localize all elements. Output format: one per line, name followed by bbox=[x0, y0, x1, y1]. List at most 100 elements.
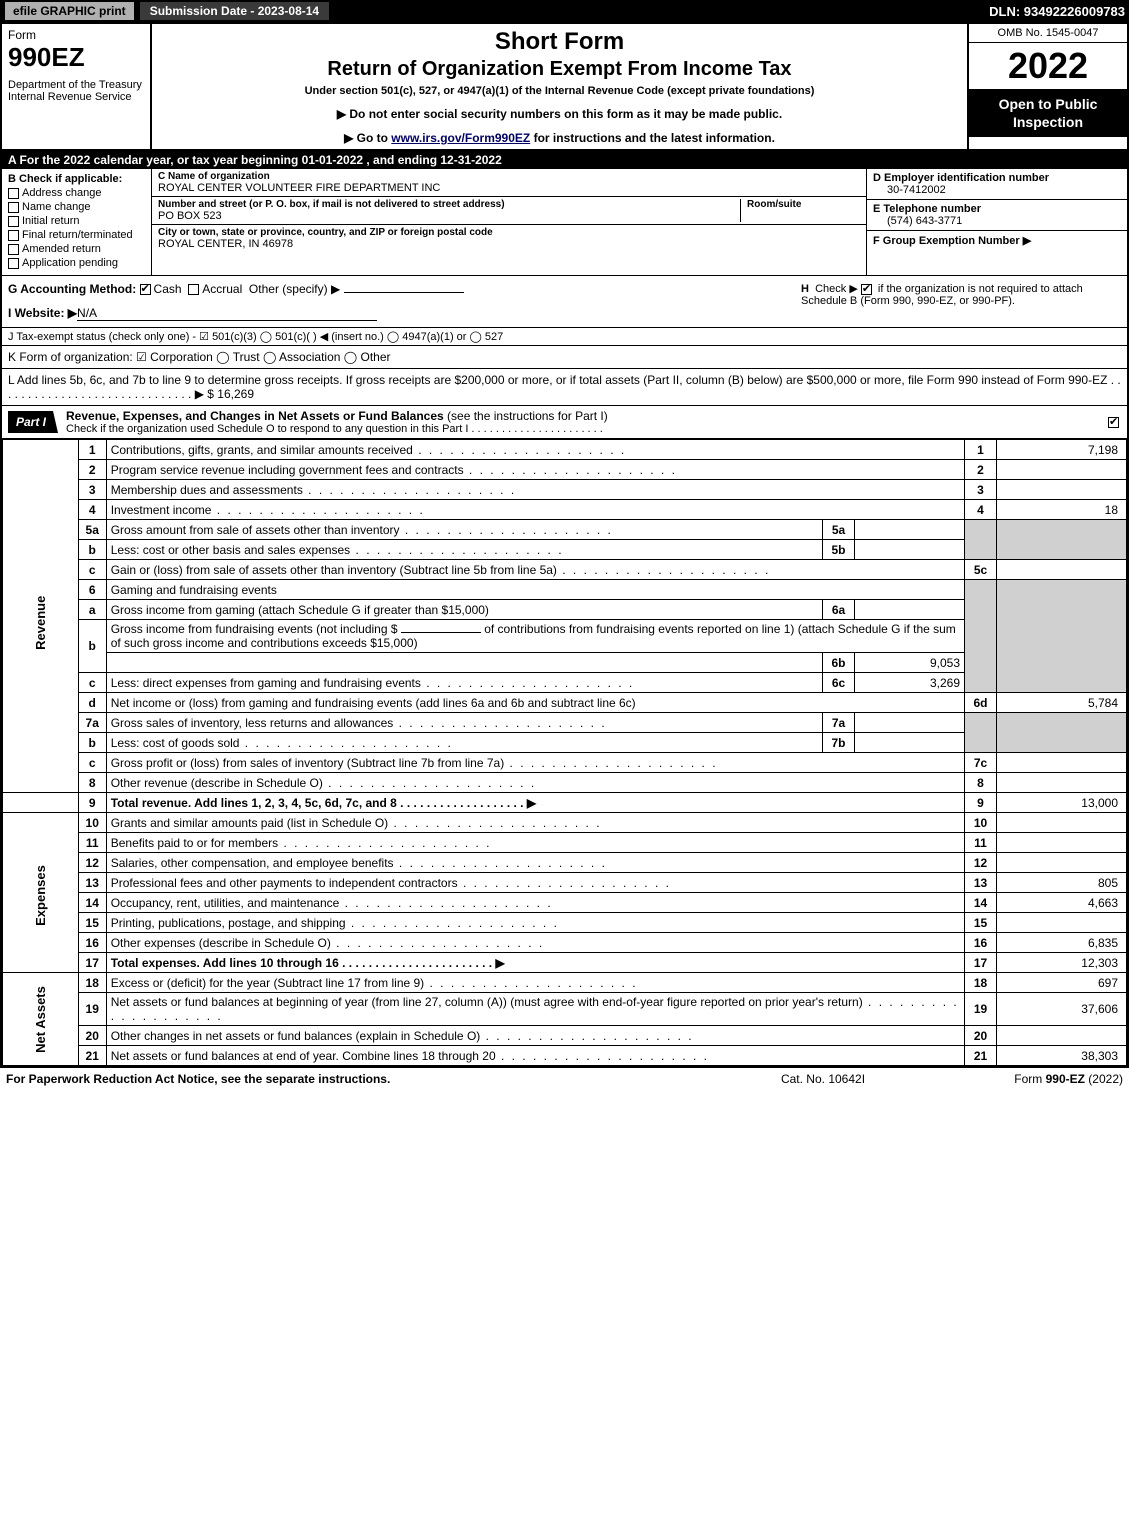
chk-cash[interactable] bbox=[140, 284, 151, 295]
ein-row: D Employer identification number 30-7412… bbox=[867, 169, 1127, 200]
group-exemption-label: F Group Exemption Number ▶ bbox=[873, 235, 1031, 247]
part-i-schedule-o-check[interactable] bbox=[1103, 415, 1127, 429]
line-17: 17Total expenses. Add lines 10 through 1… bbox=[3, 953, 1127, 973]
part-i-tab: Part I bbox=[8, 411, 58, 433]
org-name-label: C Name of organization bbox=[158, 171, 860, 182]
part-i-header: Part I Revenue, Expenses, and Changes in… bbox=[2, 406, 1127, 439]
short-form-title: Short Form bbox=[160, 28, 959, 56]
column-def: D Employer identification number 30-7412… bbox=[867, 169, 1127, 275]
expenses-sidecat: Expenses bbox=[3, 813, 79, 973]
chk-application-pending[interactable]: Application pending bbox=[8, 257, 145, 269]
footer-mid: Cat. No. 10642I bbox=[723, 1072, 923, 1086]
line-6b-part1: bGross income from fundraising events (n… bbox=[3, 620, 1127, 653]
line-4: 4Investment income418 bbox=[3, 500, 1127, 520]
city-row: City or town, state or province, country… bbox=[152, 225, 866, 252]
irs-link[interactable]: www.irs.gov/Form990EZ bbox=[391, 131, 530, 145]
row-j: J Tax-exempt status (check only one) - ☑… bbox=[2, 328, 1127, 346]
efile-print-button[interactable]: efile GRAPHIC print bbox=[4, 1, 135, 21]
open-to-public: Open to Public Inspection bbox=[969, 89, 1127, 137]
ein-label: D Employer identification number bbox=[873, 172, 1049, 184]
chk-address-change[interactable]: Address change bbox=[8, 187, 145, 199]
line-1: Revenue 1Contributions, gifts, grants, a… bbox=[3, 440, 1127, 460]
line-13: 13Professional fees and other payments t… bbox=[3, 873, 1127, 893]
addr-row: Number and street (or P. O. box, if mail… bbox=[152, 197, 866, 225]
lines-table: Revenue 1Contributions, gifts, grants, a… bbox=[2, 439, 1127, 1066]
netassets-sidecat: Net Assets bbox=[3, 973, 79, 1066]
submission-date: Submission Date - 2023-08-14 bbox=[139, 1, 330, 21]
ssn-warning: ▶ Do not enter social security numbers o… bbox=[160, 107, 959, 121]
tax-year: 2022 bbox=[969, 43, 1127, 89]
form-number: 990EZ bbox=[8, 42, 144, 73]
line-6: 6Gaming and fundraising events bbox=[3, 580, 1127, 600]
row-l: L Add lines 5b, 6c, and 7b to line 9 to … bbox=[2, 369, 1127, 406]
header-right: OMB No. 1545-0047 2022 Open to Public In… bbox=[967, 24, 1127, 149]
line-16: 16Other expenses (describe in Schedule O… bbox=[3, 933, 1127, 953]
omb-number: OMB No. 1545-0047 bbox=[969, 24, 1127, 43]
column-b: B Check if applicable: Address change Na… bbox=[2, 169, 152, 275]
phone-value: (574) 643-3771 bbox=[873, 215, 1121, 227]
other-label: Other (specify) ▶ bbox=[249, 282, 340, 296]
chk-final-return[interactable]: Final return/terminated bbox=[8, 229, 145, 241]
row-l-value: $ 16,269 bbox=[207, 387, 254, 401]
line-7a: 7aGross sales of inventory, less returns… bbox=[3, 713, 1127, 733]
accrual-label: Accrual bbox=[202, 282, 242, 296]
row-a-tax-year: A For the 2022 calendar year, or tax yea… bbox=[2, 151, 1127, 169]
line-12: 12Salaries, other compensation, and empl… bbox=[3, 853, 1127, 873]
column-c: C Name of organization ROYAL CENTER VOLU… bbox=[152, 169, 867, 275]
form-header: Form 990EZ Department of the Treasury In… bbox=[2, 24, 1127, 151]
phone-row: E Telephone number (574) 643-3771 bbox=[867, 200, 1127, 231]
line-7c: cGross profit or (loss) from sales of in… bbox=[3, 753, 1127, 773]
line-19: 19Net assets or fund balances at beginni… bbox=[3, 993, 1127, 1026]
line-8: 8Other revenue (describe in Schedule O)8 bbox=[3, 773, 1127, 793]
line-9: 9Total revenue. Add lines 1, 2, 3, 4, 5c… bbox=[3, 793, 1127, 813]
line-20: 20Other changes in net assets or fund ba… bbox=[3, 1026, 1127, 1046]
group-exemption-row: F Group Exemption Number ▶ bbox=[867, 231, 1127, 250]
chk-amended-return[interactable]: Amended return bbox=[8, 243, 145, 255]
line-6a: aGross income from gaming (attach Schedu… bbox=[3, 600, 1127, 620]
goto-pre: ▶ Go to bbox=[344, 131, 391, 145]
header-mid: Short Form Return of Organization Exempt… bbox=[152, 24, 967, 149]
row-k: K Form of organization: ☑ Corporation ◯ … bbox=[2, 346, 1127, 369]
line-10: Expenses 10Grants and similar amounts pa… bbox=[3, 813, 1127, 833]
chk-name-change[interactable]: Name change bbox=[8, 201, 145, 213]
line-6b-part2: 6b9,053 bbox=[3, 653, 1127, 673]
city-label: City or town, state or province, country… bbox=[158, 227, 860, 238]
org-name-row: C Name of organization ROYAL CENTER VOLU… bbox=[152, 169, 866, 197]
line-2: 2Program service revenue including gover… bbox=[3, 460, 1127, 480]
ein-value: 30-7412002 bbox=[873, 184, 1121, 196]
line-11: 11Benefits paid to or for members11 bbox=[3, 833, 1127, 853]
goto-note: ▶ Go to www.irs.gov/Form990EZ for instru… bbox=[160, 131, 959, 145]
website-label: I Website: ▶ bbox=[8, 306, 77, 320]
h-label: H bbox=[801, 283, 809, 295]
line-21: 21Net assets or fund balances at end of … bbox=[3, 1046, 1127, 1066]
form-title: Return of Organization Exempt From Incom… bbox=[160, 58, 959, 81]
phone-label: E Telephone number bbox=[873, 203, 981, 215]
part-i-title: Revenue, Expenses, and Changes in Net As… bbox=[58, 406, 1103, 438]
under-section: Under section 501(c), 527, or 4947(a)(1)… bbox=[160, 85, 959, 97]
form-word: Form bbox=[8, 28, 36, 42]
line-6d: dNet income or (loss) from gaming and fu… bbox=[3, 693, 1127, 713]
line-14: 14Occupancy, rent, utilities, and mainte… bbox=[3, 893, 1127, 913]
room-label: Room/suite bbox=[747, 199, 860, 210]
page-footer: For Paperwork Reduction Act Notice, see … bbox=[0, 1068, 1129, 1090]
city-value: ROYAL CENTER, IN 46978 bbox=[158, 238, 860, 250]
section-b-to-f: B Check if applicable: Address change Na… bbox=[2, 169, 1127, 276]
line-15: 15Printing, publications, postage, and s… bbox=[3, 913, 1127, 933]
other-specify-input[interactable] bbox=[344, 292, 464, 293]
addr-label: Number and street (or P. O. box, if mail… bbox=[158, 199, 740, 210]
h-check-text: Check ▶ bbox=[815, 283, 858, 295]
chk-initial-return[interactable]: Initial return bbox=[8, 215, 145, 227]
form-990ez: Form 990EZ Department of the Treasury In… bbox=[0, 22, 1129, 1068]
footer-left: For Paperwork Reduction Act Notice, see … bbox=[6, 1072, 723, 1086]
dln-label: DLN: 93492226009783 bbox=[989, 4, 1125, 19]
top-bar: efile GRAPHIC print Submission Date - 20… bbox=[0, 0, 1129, 22]
line-5c: cGain or (loss) from sale of assets othe… bbox=[3, 560, 1127, 580]
row-g: G Accounting Method: Cash Accrual Other … bbox=[8, 282, 801, 321]
addr-value: PO BOX 523 bbox=[158, 210, 740, 222]
row-g-h: G Accounting Method: Cash Accrual Other … bbox=[2, 276, 1127, 328]
chk-scheduleb-not-required[interactable] bbox=[861, 284, 872, 295]
accounting-method-label: G Accounting Method: bbox=[8, 282, 136, 296]
line-5a: 5aGross amount from sale of assets other… bbox=[3, 520, 1127, 540]
chk-accrual[interactable] bbox=[188, 284, 199, 295]
b-heading: B Check if applicable: bbox=[8, 173, 145, 185]
